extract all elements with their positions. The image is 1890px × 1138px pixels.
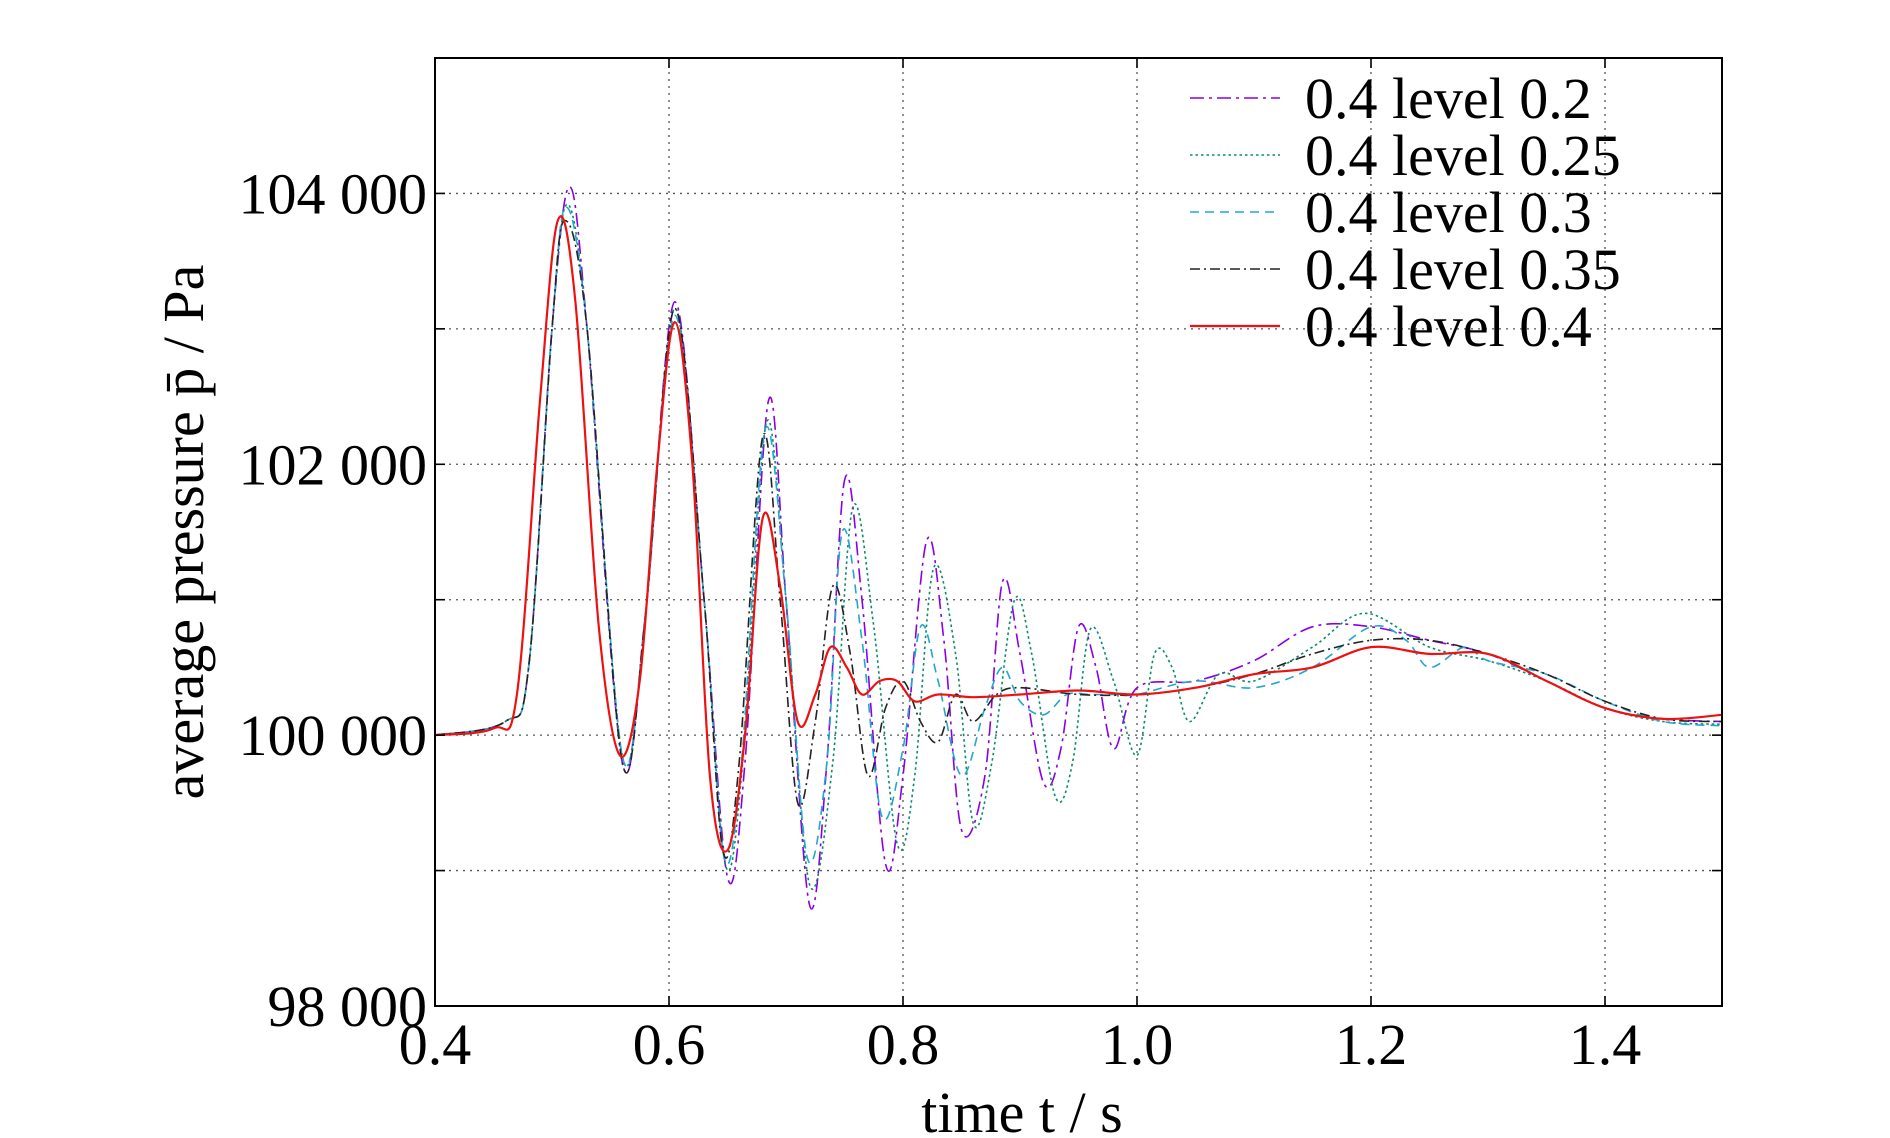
x-tick-label: 1.2 <box>1335 1012 1408 1077</box>
x-tick-label: 0.6 <box>633 1012 706 1077</box>
axis-ticks <box>434 58 1722 1007</box>
legend-label-1: 0.4 level 0.2 <box>1305 66 1592 131</box>
series-lines <box>434 185 1723 910</box>
series-line-4 <box>434 219 1723 859</box>
grid-lines <box>435 58 1722 1006</box>
plot-frame <box>434 57 1723 1007</box>
y-tick-label: 102 000 <box>239 432 428 497</box>
y-tick-label: 98 000 <box>268 974 428 1039</box>
legend-label-2: 0.4 level 0.25 <box>1305 123 1621 188</box>
x-tick-label: 0.8 <box>867 1012 940 1077</box>
y-tick-label: 100 000 <box>239 703 428 768</box>
y-tick-label: 104 000 <box>239 161 428 226</box>
y-axis-title: average pressure p̄ / Pa <box>151 265 216 800</box>
legend-label-4: 0.4 level 0.35 <box>1305 237 1621 302</box>
legend-label-3: 0.4 level 0.3 <box>1305 180 1592 245</box>
x-tick-label: 0.4 <box>399 1012 472 1077</box>
y-tick-labels: 98 000 100 000 102 000 104 000 <box>239 161 428 1039</box>
x-tick-label: 1.0 <box>1101 1012 1174 1077</box>
x-tick-label: 1.4 <box>1569 1012 1642 1077</box>
series-line-2 <box>434 203 1723 890</box>
series-line-3 <box>434 206 1723 865</box>
x-axis-title: time t / s <box>921 1080 1122 1138</box>
series-line-5 <box>434 215 1723 853</box>
legend-label-5: 0.4 level 0.4 <box>1305 294 1592 359</box>
x-tick-labels: 0.4 0.6 0.8 1.0 1.2 1.4 <box>399 1012 1642 1077</box>
legend: 0.4 level 0.20.4 level 0.250.4 level 0.3… <box>1190 66 1621 359</box>
